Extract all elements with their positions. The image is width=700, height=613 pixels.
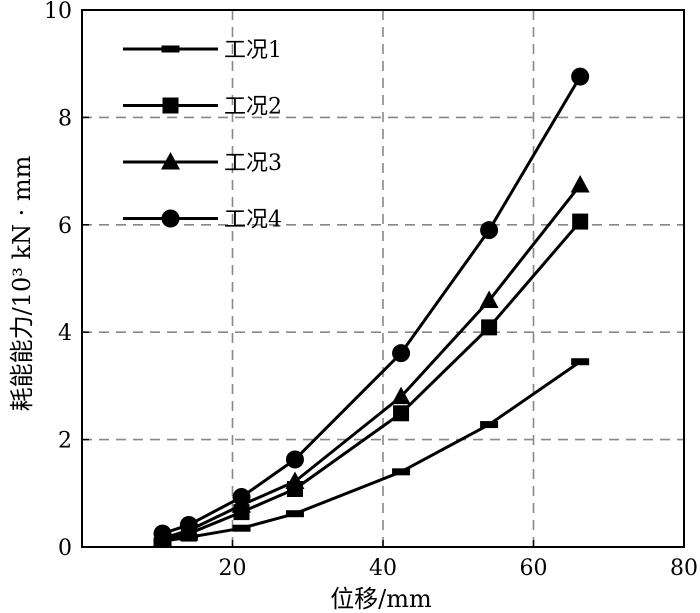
data-point xyxy=(232,524,251,532)
data-point xyxy=(285,510,304,518)
x-axis-label: 位移/mm xyxy=(330,585,432,613)
x-tick-label: 60 xyxy=(520,556,548,581)
data-point xyxy=(570,175,590,193)
series-3 xyxy=(153,175,590,546)
legend-item-2: 工况2 xyxy=(123,95,282,120)
legend-label: 工况1 xyxy=(224,38,282,63)
x-tick-label: 40 xyxy=(369,556,397,581)
data-point xyxy=(479,290,499,309)
data-point xyxy=(393,405,410,422)
legend-marker xyxy=(161,45,180,53)
y-tick-label: 6 xyxy=(58,214,72,239)
legend-label: 工况4 xyxy=(224,208,282,233)
series-line xyxy=(162,75,582,536)
legend: 工况1 工况2 工况3 工况4 xyxy=(123,38,282,233)
grid xyxy=(82,10,684,547)
y-tick-label: 10 xyxy=(44,0,72,24)
series-2 xyxy=(154,213,589,548)
data-point xyxy=(179,515,198,534)
x-tick-label: 80 xyxy=(670,556,698,581)
data-point xyxy=(285,450,304,469)
legend-item-4: 工况4 xyxy=(123,208,282,233)
legend-marker xyxy=(161,209,180,228)
legend-marker xyxy=(161,152,180,170)
data-point xyxy=(480,221,499,240)
legend-item-1: 工况1 xyxy=(123,38,282,63)
data-point xyxy=(392,468,411,476)
data-point xyxy=(285,471,305,489)
data-point xyxy=(572,213,589,230)
axis-ticks: 20 40 60 80 0 2 4 6 8 10 xyxy=(44,0,698,581)
plot-frame xyxy=(81,9,685,548)
series-line xyxy=(162,184,582,540)
x-tick-label: 20 xyxy=(219,556,247,581)
data-point xyxy=(481,319,498,336)
data-point xyxy=(571,67,590,86)
series-line xyxy=(162,220,582,541)
series-group xyxy=(153,67,590,548)
y-tick-label: 8 xyxy=(58,106,72,131)
y-tick-label: 2 xyxy=(58,429,72,454)
series-4 xyxy=(153,67,590,543)
legend-marker xyxy=(162,97,179,114)
data-point xyxy=(153,524,172,543)
legend-label: 工况3 xyxy=(224,151,282,176)
data-point xyxy=(391,386,411,405)
y-tick-label: 4 xyxy=(58,321,72,346)
data-point xyxy=(480,421,499,429)
data-point xyxy=(392,344,411,363)
data-point xyxy=(232,488,251,507)
data-point xyxy=(571,358,590,366)
y-tick-label: 0 xyxy=(58,536,72,561)
legend-item-3: 工况3 xyxy=(123,151,282,176)
y-axis-label: 耗能能力/10³ kN · mm xyxy=(8,155,36,411)
legend-label: 工况2 xyxy=(224,95,282,120)
